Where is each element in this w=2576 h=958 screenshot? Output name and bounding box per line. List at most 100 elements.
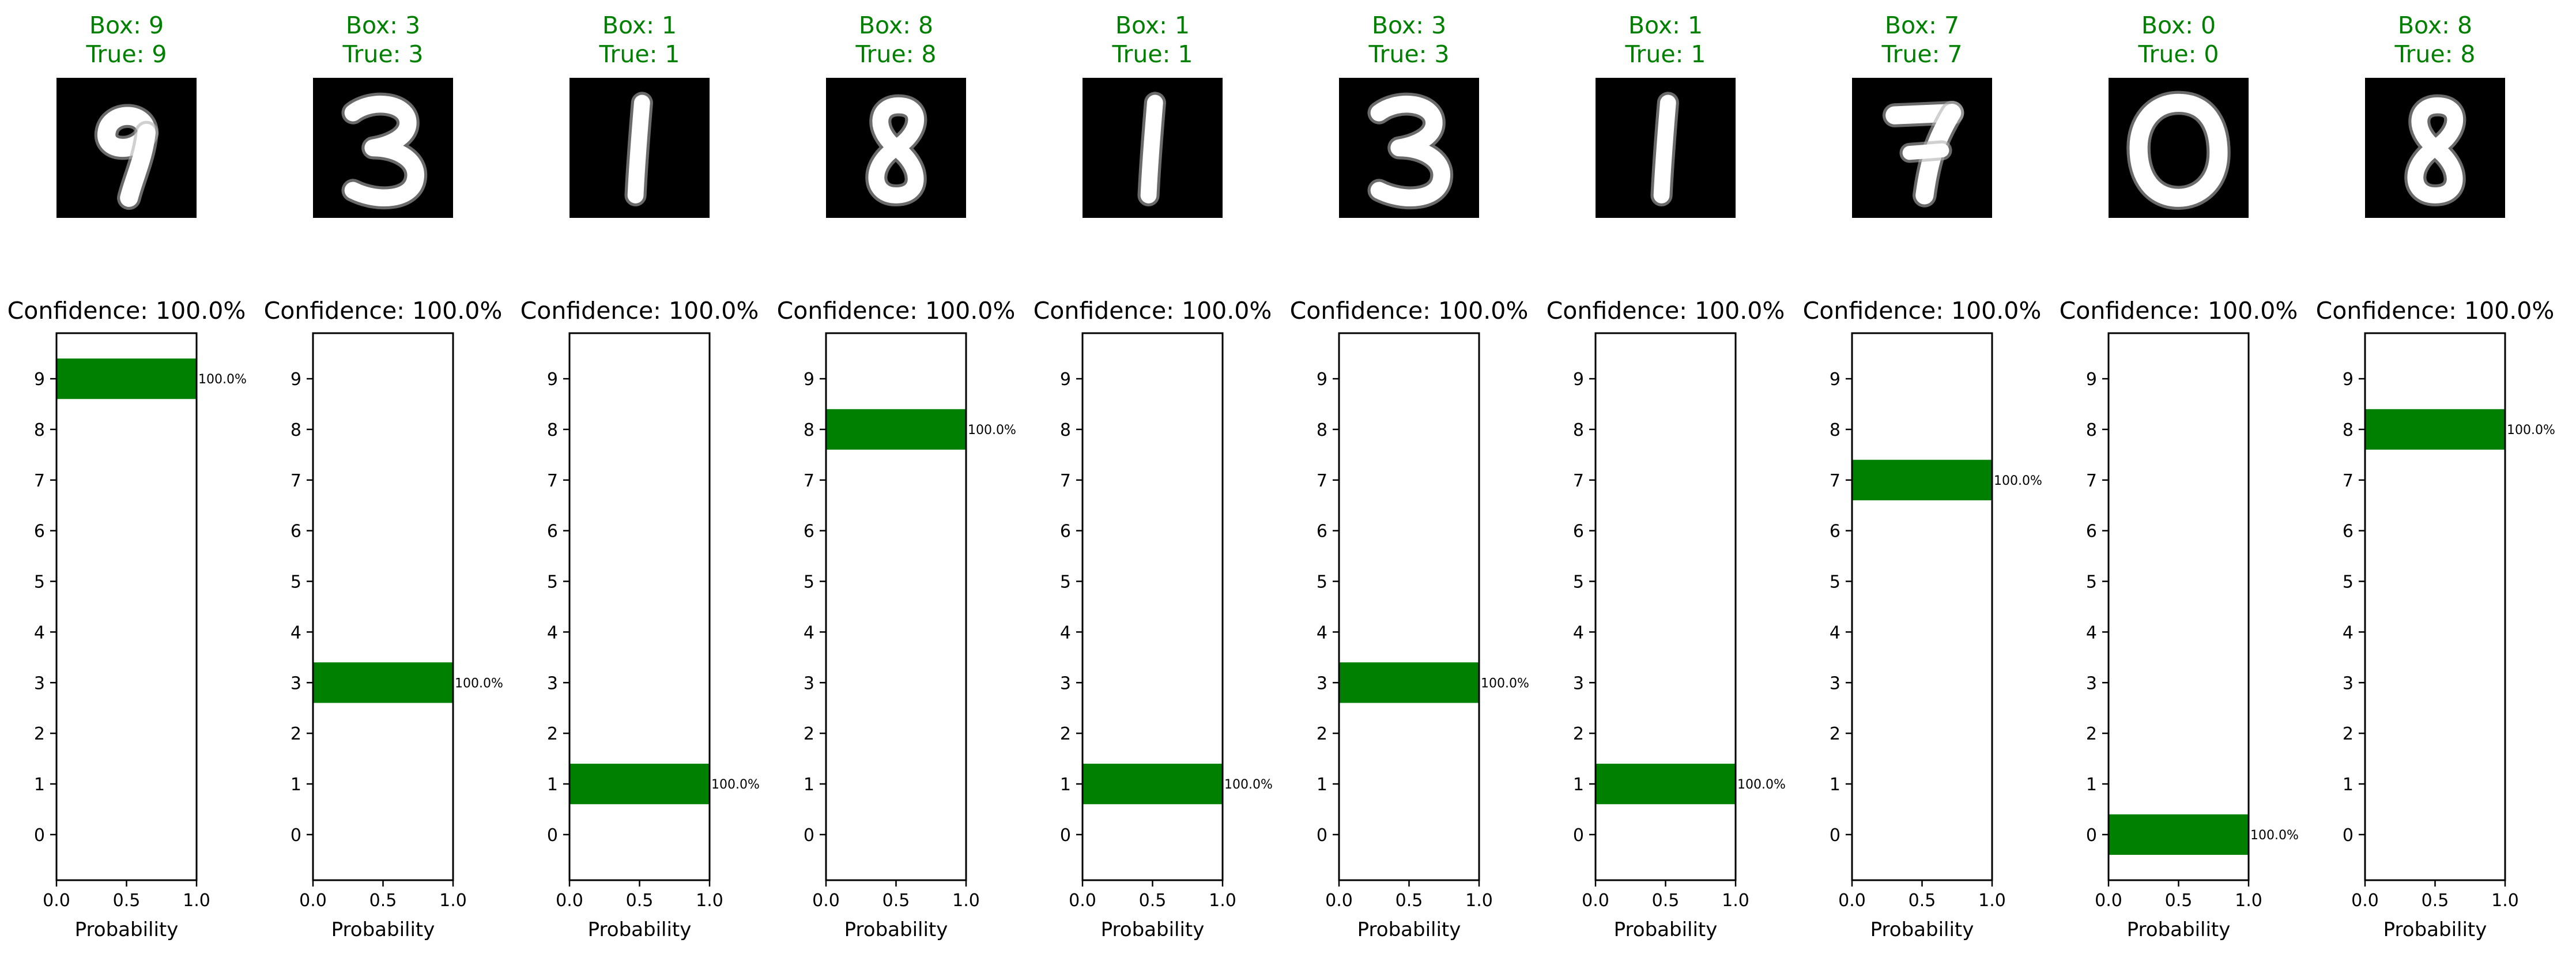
x-tick-label: 0.5 <box>882 891 910 911</box>
probability-bar <box>569 763 710 805</box>
digit-glyph <box>1367 92 1454 210</box>
y-tick-label: 7 <box>1573 471 1584 491</box>
digit-stroke <box>2129 93 2228 207</box>
true-label: True: 8 <box>855 40 936 68</box>
y-tick-label: 3 <box>34 673 45 693</box>
y-tick-label: 9 <box>1060 369 1071 390</box>
digit-image <box>1083 78 1223 218</box>
y-tick-label: 3 <box>1573 673 1584 693</box>
probability-bar <box>2365 409 2505 450</box>
y-tick-label: 4 <box>804 623 814 643</box>
x-tick-label: 0.5 <box>1652 891 1680 911</box>
digit-stroke <box>1902 143 1949 160</box>
y-tick-label: 5 <box>34 572 45 593</box>
digit-glyph <box>1650 92 1679 207</box>
x-tick-label: 0.0 <box>1582 891 1609 911</box>
box-label: Box: 0 <box>2141 12 2216 39</box>
y-tick-label: 7 <box>34 471 45 491</box>
y-tick-label: 6 <box>2343 522 2354 542</box>
x-tick-label: 0.5 <box>2422 891 2449 911</box>
value-label: 100.0% <box>455 676 503 691</box>
digit-stroke <box>1370 95 1450 206</box>
y-tick-label: 8 <box>547 420 558 440</box>
x-tick-label: 0.0 <box>2095 891 2122 911</box>
y-tick-label: 9 <box>34 369 45 390</box>
y-tick-label: 5 <box>2343 572 2354 593</box>
axes-frame <box>2107 332 2250 881</box>
confidence-title: Confidence: 100.0% <box>777 297 1016 325</box>
true-label: True: 1 <box>1111 40 1193 68</box>
y-tick-label: 1 <box>1317 775 1327 795</box>
digit-image <box>569 78 710 218</box>
x-tick-label: 0.5 <box>113 891 141 911</box>
x-tick-label: 0.0 <box>812 891 840 911</box>
y-tick-label: 3 <box>291 673 301 693</box>
value-label: 100.0% <box>1224 778 1273 792</box>
probability-bar <box>1852 459 1992 500</box>
true-label: True: 3 <box>342 40 423 68</box>
digit-image <box>1339 78 1479 218</box>
y-tick-label: 2 <box>2086 724 2097 744</box>
confidence-title: Confidence: 100.0% <box>521 297 759 325</box>
y-tick-label: 2 <box>34 724 45 744</box>
x-axis-label: Probability <box>331 918 435 941</box>
y-tick-label: 4 <box>291 623 301 643</box>
digit-image <box>313 78 453 218</box>
x-tick-label: 0.5 <box>369 891 397 911</box>
y-tick-label: 3 <box>2086 673 2097 693</box>
y-tick-label: 1 <box>1830 775 1840 795</box>
box-label: Box: 3 <box>1372 12 1446 39</box>
digit-image <box>1596 78 1736 218</box>
digit-glyph <box>2126 90 2231 210</box>
box-label: Box: 7 <box>1885 12 1959 39</box>
x-tick-label: 1.0 <box>1722 891 1749 911</box>
y-tick-label: 5 <box>804 572 814 593</box>
y-tick-label: 0 <box>1060 825 1071 846</box>
y-tick-label: 5 <box>1317 572 1327 593</box>
y-tick-label: 5 <box>1830 572 1840 593</box>
y-tick-label: 4 <box>1317 623 1327 643</box>
box-label: Box: 8 <box>859 12 933 39</box>
x-tick-label: 1.0 <box>2235 891 2262 911</box>
confidence-title: Confidence: 100.0% <box>1547 297 1785 325</box>
y-tick-label: 7 <box>804 471 814 491</box>
x-tick-label: 1.0 <box>696 891 723 911</box>
y-tick-label: 2 <box>1573 724 1584 744</box>
box-label: Box: 3 <box>346 12 420 39</box>
y-tick-label: 2 <box>1060 724 1071 744</box>
digit-glyph <box>1882 100 1964 208</box>
y-tick-label: 6 <box>1830 522 1840 542</box>
y-tick-label: 9 <box>291 369 301 390</box>
y-tick-label: 2 <box>1830 724 1840 744</box>
box-label: Box: 1 <box>1628 12 1703 39</box>
axes-frame <box>55 332 198 881</box>
y-tick-label: 8 <box>34 420 45 440</box>
x-axis-label: Probability <box>588 918 692 941</box>
y-tick-label: 6 <box>1060 522 1071 542</box>
y-tick-label: 6 <box>804 522 814 542</box>
y-tick-label: 1 <box>291 775 301 795</box>
x-axis-label: Probability <box>1357 918 1461 941</box>
y-tick-label: 6 <box>1317 522 1327 542</box>
digit-glyph <box>2404 94 2466 207</box>
confidence-title: Confidence: 100.0% <box>1290 297 1529 325</box>
y-tick-label: 4 <box>1060 623 1071 643</box>
y-tick-label: 9 <box>1573 369 1584 390</box>
value-label: 100.0% <box>968 423 1016 437</box>
y-tick-label: 3 <box>1060 673 1071 693</box>
x-tick-label: 0.5 <box>1139 891 1167 911</box>
y-tick-label: 8 <box>1060 420 1071 440</box>
y-tick-label: 8 <box>2086 420 2097 440</box>
y-tick-label: 0 <box>291 825 301 846</box>
y-tick-label: 0 <box>804 825 814 846</box>
y-tick-label: 0 <box>2086 825 2097 846</box>
digit-glyph <box>624 92 653 207</box>
x-tick-label: 0.0 <box>1069 891 1096 911</box>
y-tick-label: 1 <box>804 775 814 795</box>
y-tick-label: 4 <box>1830 623 1840 643</box>
